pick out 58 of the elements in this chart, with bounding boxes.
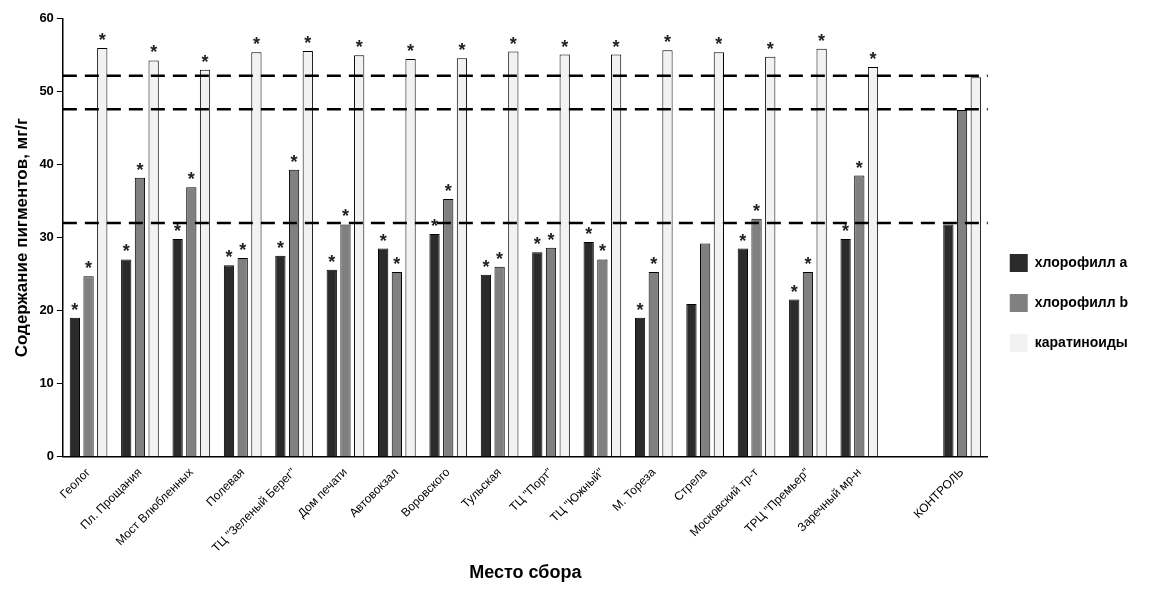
data-label: * xyxy=(85,258,93,279)
data-label: * xyxy=(547,229,555,250)
data-label: * xyxy=(304,32,312,53)
data-label: * xyxy=(290,151,298,172)
data-label: * xyxy=(509,33,517,54)
data-label: * xyxy=(239,240,247,261)
legend-label: хлорофилл b xyxy=(1034,293,1129,310)
y-tick-label: 50 xyxy=(39,83,54,99)
y-axis-title: Содержание пигментов, мг/г xyxy=(11,117,31,358)
data-label: * xyxy=(341,206,349,227)
data-label: * xyxy=(739,230,747,251)
data-label: * xyxy=(225,247,233,268)
data-label: * xyxy=(328,251,336,272)
data-label: * xyxy=(663,32,671,53)
data-label: * xyxy=(136,159,144,180)
data-label: * xyxy=(98,29,106,50)
y-tick-label: 20 xyxy=(39,302,54,318)
data-label: * xyxy=(855,157,863,178)
data-label: * xyxy=(444,180,452,201)
data-label: * xyxy=(753,200,761,221)
data-label: * xyxy=(252,34,260,55)
x-axis-title: Место сбора xyxy=(469,562,583,583)
data-label: * xyxy=(533,234,541,255)
legend-label: хлорофилл a xyxy=(1034,253,1128,270)
data-label: * xyxy=(790,281,798,302)
data-label: * xyxy=(766,38,774,59)
data-label: * xyxy=(496,248,504,269)
y-tick-label: 10 xyxy=(39,375,54,391)
data-label: * xyxy=(379,230,387,251)
data-label: * xyxy=(431,215,439,236)
data-label: * xyxy=(636,299,644,320)
y-tick-label: 60 xyxy=(39,10,54,26)
data-label: * xyxy=(715,34,723,55)
y-tick-label: 0 xyxy=(46,448,54,464)
data-label: * xyxy=(276,237,284,258)
data-label: * xyxy=(482,256,490,277)
data-label: * xyxy=(612,36,620,57)
data-label: * xyxy=(71,299,79,320)
data-label: * xyxy=(201,51,209,72)
data-label: * xyxy=(585,223,593,244)
data-label: * xyxy=(869,48,877,69)
y-tick-label: 40 xyxy=(39,156,54,172)
data-label: * xyxy=(598,241,606,262)
data-label: * xyxy=(458,40,466,61)
data-label: * xyxy=(187,169,195,190)
legend-label: каратиноиды xyxy=(1034,333,1128,350)
y-tick-label: 30 xyxy=(39,229,54,245)
data-label: * xyxy=(122,241,130,262)
data-label: * xyxy=(842,221,850,242)
data-label: * xyxy=(818,30,826,51)
data-label: * xyxy=(650,253,658,274)
data-label: * xyxy=(407,40,415,61)
data-label: * xyxy=(393,253,401,274)
data-label: * xyxy=(150,42,158,63)
data-label: * xyxy=(804,253,812,274)
data-label: * xyxy=(355,37,363,58)
data-label: * xyxy=(561,36,569,57)
data-label: * xyxy=(174,221,182,242)
